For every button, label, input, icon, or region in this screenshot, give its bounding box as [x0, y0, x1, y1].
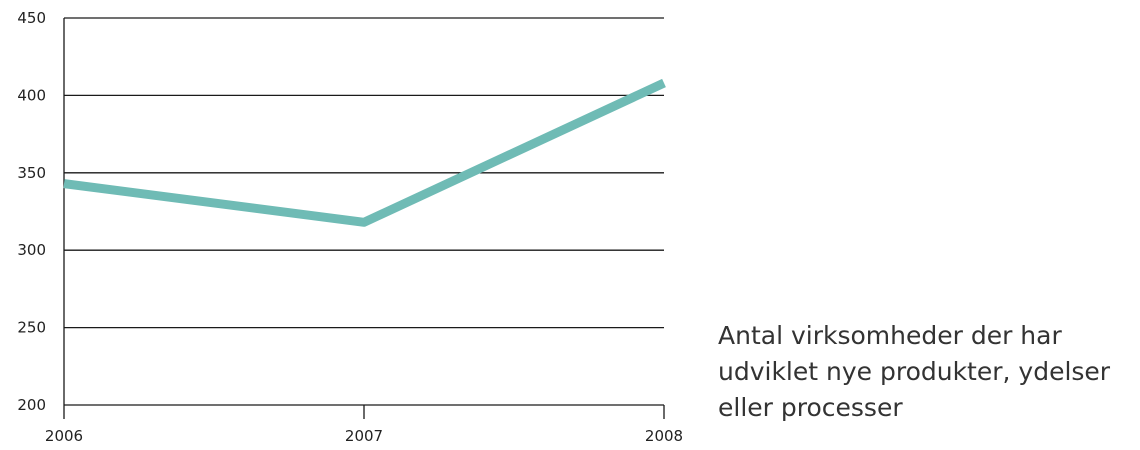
- series-legend-caption: Antal virksomheder der har udviklet nye …: [718, 318, 1138, 426]
- series-line-0: [63, 78, 666, 227]
- legend-line-3: eller processer: [718, 393, 903, 422]
- axes: [63, 18, 665, 419]
- y-tick-label: 350: [17, 164, 46, 182]
- x-tick-label: 2006: [45, 427, 83, 445]
- series-lines: [63, 78, 666, 227]
- legend-line-2: udviklet nye produkter, ydelser: [718, 357, 1111, 386]
- legend-line-1: Antal virksomheder der har: [718, 321, 1062, 350]
- y-tick-label: 250: [17, 319, 46, 337]
- x-tick-label: 2008: [645, 427, 683, 445]
- y-tick-label: 450: [17, 9, 46, 27]
- x-tick-labels: 2006 2007 2008: [45, 427, 683, 445]
- y-tick-label: 200: [17, 396, 46, 414]
- x-tick-label: 2007: [345, 427, 383, 445]
- y-tick-labels: 200 250 300 350 400 450: [17, 9, 46, 414]
- y-tick-label: 400: [17, 86, 46, 104]
- y-tick-label: 300: [17, 241, 46, 259]
- grid-lines: [64, 17, 664, 329]
